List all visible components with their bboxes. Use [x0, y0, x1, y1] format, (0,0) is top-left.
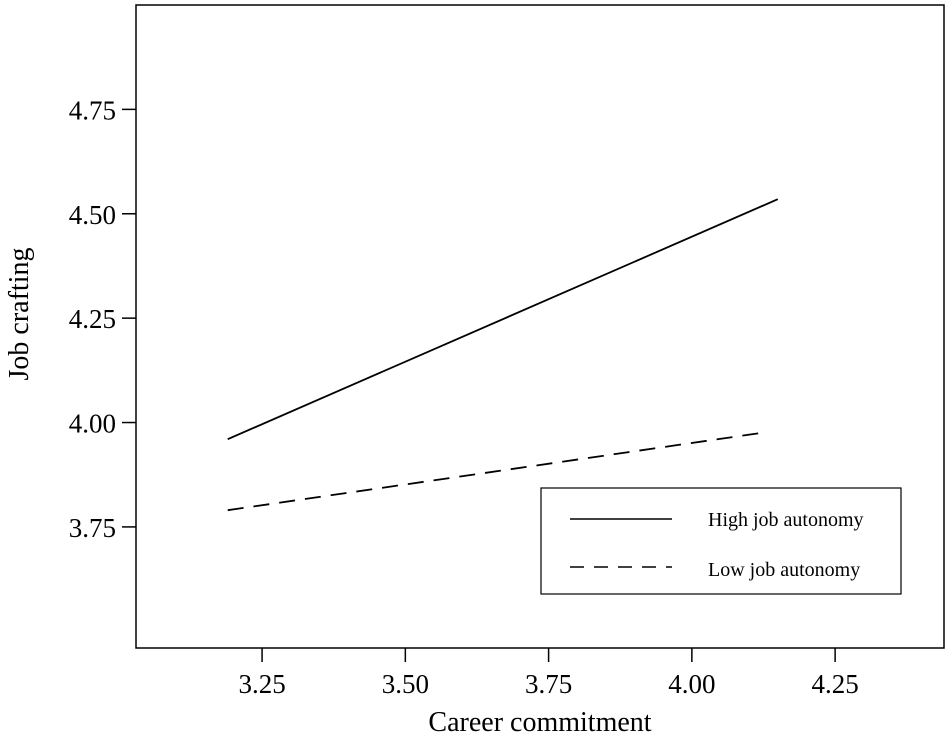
- legend: High job autonomy Low job autonomy: [540, 487, 902, 595]
- y-tick-label: 3.75: [69, 513, 116, 543]
- x-tick-label: 4.00: [668, 669, 715, 699]
- y-tick-label: 4.75: [69, 95, 116, 125]
- y-axis-label: Job crafting: [4, 248, 35, 381]
- y-tick-label: 4.00: [69, 409, 116, 439]
- series-line-low-job-autonomy: [227, 432, 761, 512]
- legend-label-low-job-autonomy: Low job autonomy: [708, 559, 860, 581]
- legend-box: [540, 487, 902, 595]
- series-layer: [227, 198, 779, 512]
- x-axis-label: Career commitment: [428, 707, 651, 738]
- x-axis: 3.25 3.50 3.75 4.00 4.25: [238, 648, 859, 699]
- y-tick-label: 4.50: [69, 200, 116, 230]
- legend-label-high-job-autonomy: High job autonomy: [708, 509, 864, 531]
- x-tick-label: 3.50: [382, 669, 429, 699]
- y-tick-label: 4.25: [69, 304, 116, 334]
- x-tick-label: 4.25: [811, 669, 858, 699]
- series-line-high-job-autonomy: [227, 198, 779, 441]
- plot-frame: [135, 4, 945, 649]
- y-axis: 3.75 4.00 4.25 4.50 4.75: [69, 95, 136, 543]
- x-tick-label: 3.75: [525, 669, 572, 699]
- x-tick-label: 3.25: [238, 669, 285, 699]
